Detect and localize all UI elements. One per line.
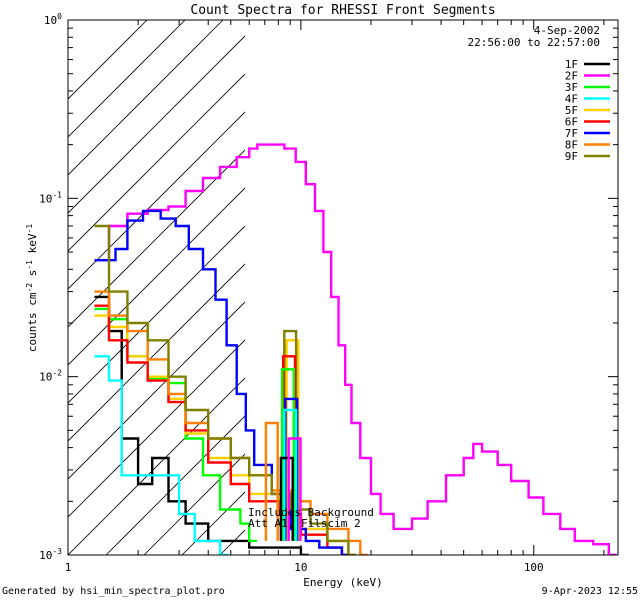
hatch-line <box>68 187 245 366</box>
hatch-line <box>68 35 245 214</box>
hatch-line <box>105 415 245 555</box>
series-line-1F <box>94 295 309 555</box>
x-tick-label: 1 <box>65 561 72 574</box>
legend-time-range: 22:56:00 to 22:57:00 <box>468 36 600 49</box>
y-tick-label: 10-3 <box>39 547 62 562</box>
hatch-line <box>68 20 148 100</box>
hatch-line <box>448 0 640 555</box>
legend-label-9F: 9F <box>565 150 578 163</box>
legend-label-4F: 4F <box>565 93 578 106</box>
legend-label-2F: 2F <box>565 70 578 83</box>
hatch-line <box>68 225 245 404</box>
series-line-6F <box>94 304 350 555</box>
series-line-7F <box>94 209 350 555</box>
hatch-line <box>296 0 640 555</box>
annotation-line-2: Att A1, Filscim 2 <box>248 517 361 530</box>
legend-label-1F: 1F <box>565 58 578 71</box>
hatch-line <box>68 73 245 252</box>
series-layer <box>94 143 617 555</box>
y-tick-label: 10-1 <box>39 190 62 205</box>
hatch-line <box>68 339 245 518</box>
hatch-line <box>143 453 245 555</box>
legend-label-8F: 8F <box>565 139 578 152</box>
y-tick-label: 100 <box>44 12 62 27</box>
legend-label-6F: 6F <box>565 116 578 129</box>
series-line-4F <box>94 355 228 555</box>
x-tick-label: 100 <box>524 561 544 574</box>
series-line-9F <box>94 224 357 555</box>
hatch-line <box>410 0 640 555</box>
hatch-line <box>372 0 640 555</box>
y-axis-label: counts cm-2 s-1 keV-1 <box>25 224 39 352</box>
line-peak-1F <box>279 456 294 541</box>
legend-label-3F: 3F <box>565 81 578 94</box>
series-line-2F <box>94 143 617 555</box>
hatch-line <box>68 111 245 290</box>
hatch-line <box>68 263 245 442</box>
x-tick-label: 10 <box>294 561 307 574</box>
hatch-line <box>258 0 640 555</box>
hatch-line <box>68 149 245 328</box>
legend: 4-Sep-2002 22:56:00 to 22:57:00 1F2F3F4F… <box>468 24 610 163</box>
excluded-region-hatch <box>68 0 640 555</box>
hatch-line <box>68 301 245 480</box>
legend-label-5F: 5F <box>565 104 578 117</box>
y-tick-label: 10-2 <box>39 369 62 384</box>
line-peak-8F <box>264 421 279 541</box>
annotation: Includes Background Att A1, Filscim 2 <box>248 506 374 530</box>
series-line-3F <box>94 307 257 543</box>
line-peak-4F <box>283 408 298 541</box>
plot-frame <box>67 19 619 556</box>
legend-label-7F: 7F <box>565 127 578 140</box>
footer-timestamp: 9-Apr-2023 12:55 <box>542 586 638 597</box>
line-peak-3F <box>280 368 295 541</box>
annotation-line-1: Includes Background <box>248 506 374 519</box>
line-peak-2F <box>287 437 302 541</box>
hatch-line <box>524 0 640 555</box>
legend-date: 4-Sep-2002 <box>534 24 600 37</box>
chart-title: Count Spectra for RHESSI Front Segments <box>190 3 495 18</box>
x-axis-label: Energy (keV) <box>303 576 382 589</box>
series-line-5F <box>94 314 357 555</box>
hatch-line <box>68 20 224 176</box>
hatch-line <box>334 0 640 555</box>
hatch-line <box>486 0 640 555</box>
axes: 1 10 100 10-3 10-2 10-1 100 <box>39 12 619 574</box>
hatch-line <box>68 20 186 138</box>
hatch-line <box>68 377 245 555</box>
hatch-line <box>600 0 640 555</box>
footer-generated-by: Generated by hsi_min_spectra_plot.pro <box>2 586 225 597</box>
